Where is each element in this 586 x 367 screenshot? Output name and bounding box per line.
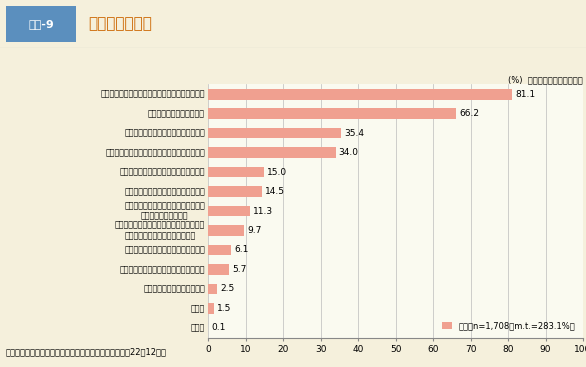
Text: 自然や食事を作ってくれた人などに対する
感謝の念をはぐくむことができる: 自然や食事を作ってくれた人などに対する 感謝の念をはぐくむことができる <box>115 221 205 240</box>
Text: 9.7: 9.7 <box>247 226 262 235</box>
Text: 調理や配膳、買い物など、食事作りに
参加することができる: 調理や配膳、買い物など、食事作りに 参加することができる <box>124 201 205 221</box>
Text: 15.0: 15.0 <box>267 168 287 177</box>
Text: 66.2: 66.2 <box>459 109 479 118</box>
Text: 2.5: 2.5 <box>220 284 234 294</box>
Text: 食の知識や興味を増やすことができる: 食の知識や興味を増やすことができる <box>124 246 205 254</box>
Text: 食文化を伝えることができる: 食文化を伝えることができる <box>144 284 205 294</box>
Bar <box>208 284 217 294</box>
Text: 規則正しい時間に食べることができる: 規則正しい時間に食べることができる <box>124 128 205 138</box>
Bar <box>208 264 229 275</box>
Text: 食事マナーを身に付けることができる: 食事マナーを身に付けることができる <box>124 187 205 196</box>
Text: 図表-9: 図表-9 <box>28 19 54 29</box>
Bar <box>208 225 244 236</box>
Text: 0.1: 0.1 <box>212 323 226 333</box>
Text: 6.1: 6.1 <box>234 246 248 254</box>
Text: 34.0: 34.0 <box>339 148 359 157</box>
Text: 資料：内閣府「食育の現状と意識に関する調査」（平成22年12月）: 資料：内閣府「食育の現状と意識に関する調査」（平成22年12月） <box>6 348 167 357</box>
Text: 安全・安心な食事を食べることができる: 安全・安心な食事を食べることができる <box>120 168 205 177</box>
Text: 5.7: 5.7 <box>233 265 247 274</box>
Legend: 総数（n=1,708、m.t.=283.1%）: 総数（n=1,708、m.t.=283.1%） <box>439 318 579 334</box>
Bar <box>208 167 264 177</box>
Text: 家族とのコミュニケーションを図ることができる: 家族とのコミュニケーションを図ることができる <box>101 90 205 99</box>
Bar <box>208 206 250 217</box>
Text: 81.1: 81.1 <box>515 90 536 99</box>
Text: よく噛んで味わって食べることができる: よく噛んで味わって食べることができる <box>120 265 205 274</box>
Bar <box>208 89 512 99</box>
Bar <box>208 245 231 255</box>
Text: 楽しく食べることができる: 楽しく食べることができる <box>148 109 205 118</box>
Bar <box>208 147 336 158</box>
Bar <box>208 186 263 197</box>
Bar <box>208 303 214 314</box>
Text: 1.5: 1.5 <box>217 304 231 313</box>
Bar <box>208 108 456 119</box>
Text: 無回答: 無回答 <box>191 323 205 333</box>
Text: 栄養バランスの良い食事を食べることができる: 栄養バランスの良い食事を食べることができる <box>105 148 205 157</box>
Text: その他: その他 <box>191 304 205 313</box>
Text: 14.5: 14.5 <box>265 187 285 196</box>
Text: (%)  （三つまでの複数回答）: (%) （三つまでの複数回答） <box>508 75 583 84</box>
Bar <box>6 6 76 42</box>
Text: 11.3: 11.3 <box>253 207 274 215</box>
Text: 35.4: 35.4 <box>344 128 364 138</box>
Text: 共食に伴う利点: 共食に伴う利点 <box>88 17 152 31</box>
Bar <box>208 128 341 138</box>
